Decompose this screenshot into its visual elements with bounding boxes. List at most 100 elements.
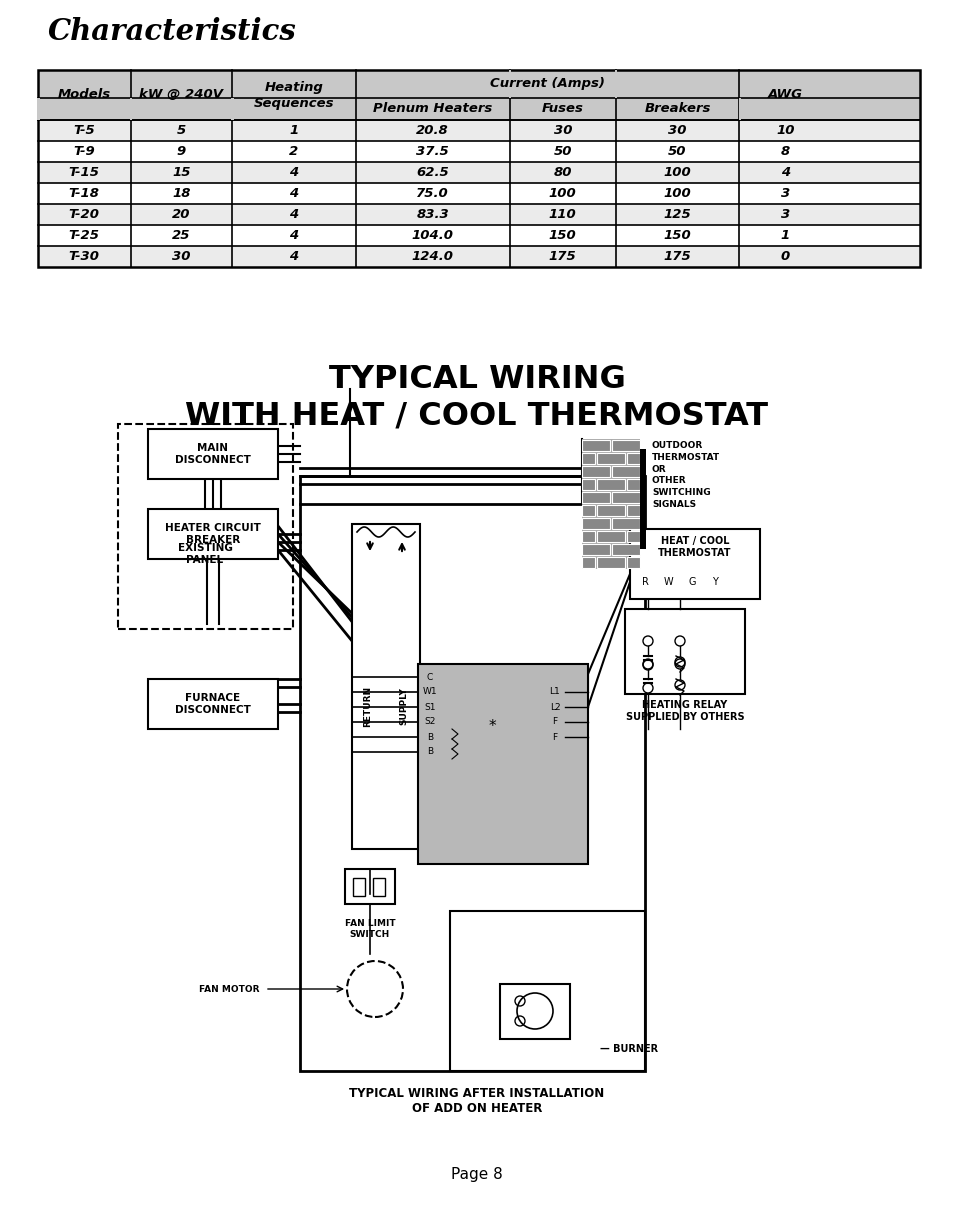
Bar <box>629 529 760 599</box>
Text: 104.0: 104.0 <box>412 229 454 243</box>
Bar <box>581 518 609 529</box>
Bar <box>38 162 919 183</box>
Text: TYPICAL WIRING: TYPICAL WIRING <box>328 364 625 395</box>
Text: R: R <box>640 577 648 588</box>
Text: T-18: T-18 <box>69 187 100 200</box>
Text: RETURN: RETURN <box>363 686 372 727</box>
Bar <box>626 557 639 568</box>
Text: Plenum Heaters: Plenum Heaters <box>373 102 492 116</box>
Bar <box>38 98 919 119</box>
Bar <box>345 869 395 904</box>
Bar <box>118 424 293 629</box>
Bar <box>37 98 40 119</box>
Bar <box>597 505 624 516</box>
Bar <box>639 449 645 549</box>
Bar <box>38 183 919 204</box>
Bar <box>38 119 919 141</box>
Text: kW @ 240V: kW @ 240V <box>139 89 223 101</box>
Text: G: G <box>687 577 695 588</box>
Text: W1: W1 <box>422 688 436 696</box>
Bar <box>38 246 919 267</box>
Bar <box>38 69 919 267</box>
Text: C: C <box>426 673 433 681</box>
Text: T-20: T-20 <box>69 208 100 221</box>
Bar <box>626 479 639 490</box>
Text: 30: 30 <box>667 124 686 137</box>
Text: 150: 150 <box>548 229 576 243</box>
Bar <box>612 492 639 503</box>
Text: S2: S2 <box>424 718 436 727</box>
Text: FURNACE
DISCONNECT: FURNACE DISCONNECT <box>175 694 251 714</box>
Text: HEATING RELAY
SUPPLIED BY OTHERS: HEATING RELAY SUPPLIED BY OTHERS <box>625 700 743 722</box>
Text: 50: 50 <box>667 145 686 158</box>
Bar <box>353 878 365 896</box>
Text: 25: 25 <box>172 229 191 243</box>
Bar <box>148 429 277 479</box>
Text: Fuses: Fuses <box>541 102 583 116</box>
Text: 4: 4 <box>289 208 298 221</box>
Text: L2: L2 <box>549 702 559 712</box>
Text: 30: 30 <box>172 250 191 263</box>
Text: L1: L1 <box>549 688 559 696</box>
Bar <box>624 610 744 694</box>
Text: 0: 0 <box>781 250 789 263</box>
Text: 4: 4 <box>289 229 298 243</box>
Text: Models: Models <box>58 89 111 101</box>
Bar <box>509 69 511 98</box>
Bar <box>581 544 609 555</box>
Bar <box>373 878 385 896</box>
Text: T-9: T-9 <box>73 145 95 158</box>
Text: 30: 30 <box>553 124 572 137</box>
Text: F: F <box>552 733 557 741</box>
Text: 110: 110 <box>548 208 576 221</box>
Bar <box>612 518 639 529</box>
Text: 4: 4 <box>289 250 298 263</box>
Text: Page 8: Page 8 <box>451 1167 502 1181</box>
Text: 50: 50 <box>553 145 572 158</box>
Text: T-15: T-15 <box>69 166 100 179</box>
Text: 175: 175 <box>663 250 691 263</box>
Text: SUPPLY: SUPPLY <box>399 688 408 725</box>
Text: 20.8: 20.8 <box>416 124 449 137</box>
Text: 9: 9 <box>176 145 186 158</box>
Text: 124.0: 124.0 <box>412 250 454 263</box>
Text: 4: 4 <box>781 166 789 179</box>
Text: Current (Amps): Current (Amps) <box>490 78 604 90</box>
Bar <box>612 466 639 477</box>
Text: B: B <box>427 747 433 757</box>
Text: 4: 4 <box>289 166 298 179</box>
Text: 62.5: 62.5 <box>416 166 449 179</box>
Bar <box>581 557 595 568</box>
Bar <box>626 453 639 464</box>
Text: 18: 18 <box>172 187 191 200</box>
Text: 2: 2 <box>289 145 298 158</box>
Text: HEATER CIRCUIT
BREAKER: HEATER CIRCUIT BREAKER <box>165 523 261 545</box>
Bar <box>581 440 609 451</box>
Bar <box>615 69 617 98</box>
Bar <box>499 984 569 1039</box>
Bar <box>597 557 624 568</box>
Text: T-5: T-5 <box>73 124 95 137</box>
Text: 37.5: 37.5 <box>416 145 449 158</box>
Bar <box>626 505 639 516</box>
Text: 175: 175 <box>548 250 576 263</box>
Text: FAN MOTOR: FAN MOTOR <box>199 985 260 993</box>
Bar <box>352 524 419 848</box>
Bar <box>597 531 624 542</box>
Text: W: W <box>662 577 672 588</box>
Text: 100: 100 <box>663 166 691 179</box>
Text: T-25: T-25 <box>69 229 100 243</box>
Text: — BURNER: — BURNER <box>599 1043 658 1054</box>
Bar <box>38 141 919 162</box>
Text: MAIN
DISCONNECT: MAIN DISCONNECT <box>175 444 251 464</box>
Bar <box>299 475 644 1072</box>
Bar <box>38 69 919 98</box>
Bar <box>581 466 609 477</box>
Bar <box>612 544 639 555</box>
Text: B: B <box>427 733 433 741</box>
Text: 100: 100 <box>663 187 691 200</box>
Bar <box>38 226 919 246</box>
Text: EXISTING
PANEL: EXISTING PANEL <box>177 544 233 564</box>
Bar <box>597 479 624 490</box>
Bar <box>626 531 639 542</box>
